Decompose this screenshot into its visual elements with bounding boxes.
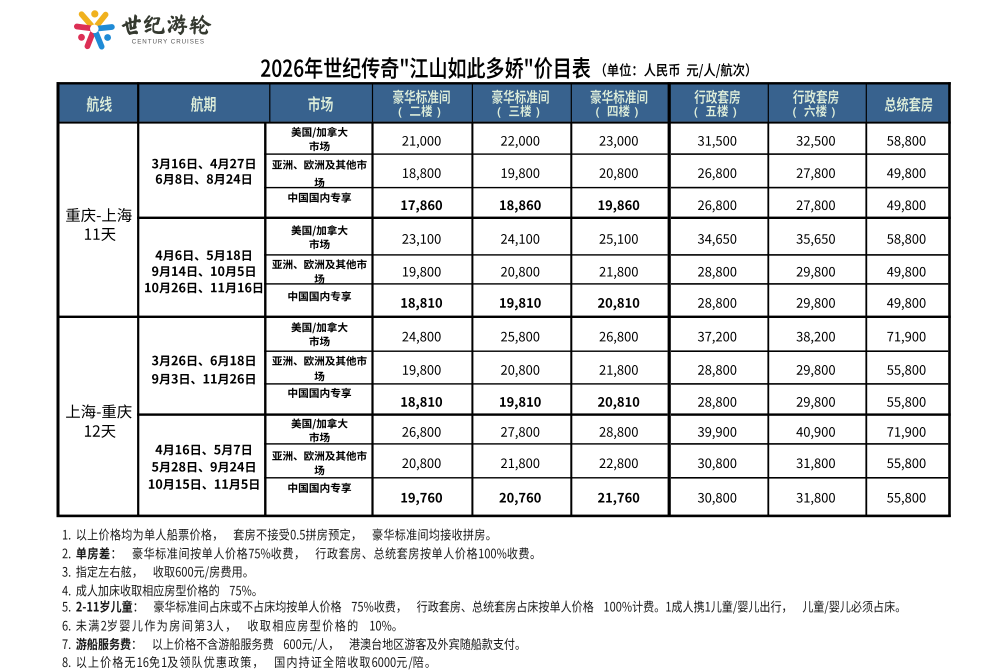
svg-text:CENTURY CRUISES: CENTURY CRUISES (132, 38, 205, 45)
